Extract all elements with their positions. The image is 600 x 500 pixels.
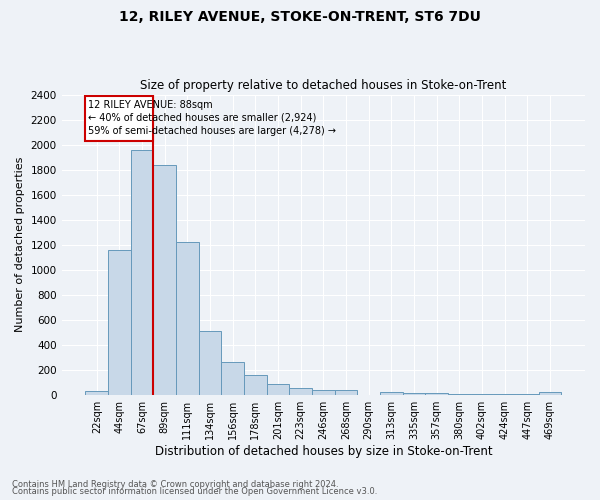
- Text: 59% of semi-detached houses are larger (4,278) →: 59% of semi-detached houses are larger (…: [88, 126, 336, 136]
- Bar: [380, 392, 403, 394]
- Text: 12 RILEY AVENUE: 88sqm: 12 RILEY AVENUE: 88sqm: [88, 100, 213, 110]
- Bar: [176, 242, 199, 394]
- Bar: [154, 164, 176, 394]
- Text: Contains HM Land Registry data © Crown copyright and database right 2024.: Contains HM Land Registry data © Crown c…: [12, 480, 338, 489]
- Bar: [108, 250, 131, 394]
- Bar: [403, 393, 425, 394]
- Bar: [335, 390, 358, 394]
- Text: 12, RILEY AVENUE, STOKE-ON-TRENT, ST6 7DU: 12, RILEY AVENUE, STOKE-ON-TRENT, ST6 7D…: [119, 10, 481, 24]
- Bar: [312, 390, 335, 394]
- Bar: [244, 376, 266, 394]
- X-axis label: Distribution of detached houses by size in Stoke-on-Trent: Distribution of detached houses by size …: [155, 444, 492, 458]
- Text: ← 40% of detached houses are smaller (2,924): ← 40% of detached houses are smaller (2,…: [88, 112, 317, 122]
- Bar: [289, 388, 312, 394]
- Bar: [85, 391, 108, 394]
- Text: Contains public sector information licensed under the Open Government Licence v3: Contains public sector information licen…: [12, 488, 377, 496]
- Bar: [266, 384, 289, 394]
- FancyBboxPatch shape: [85, 96, 154, 141]
- Bar: [221, 362, 244, 394]
- Y-axis label: Number of detached properties: Number of detached properties: [15, 157, 25, 332]
- Bar: [199, 331, 221, 394]
- Bar: [539, 392, 561, 394]
- Title: Size of property relative to detached houses in Stoke-on-Trent: Size of property relative to detached ho…: [140, 79, 506, 92]
- Bar: [131, 150, 154, 394]
